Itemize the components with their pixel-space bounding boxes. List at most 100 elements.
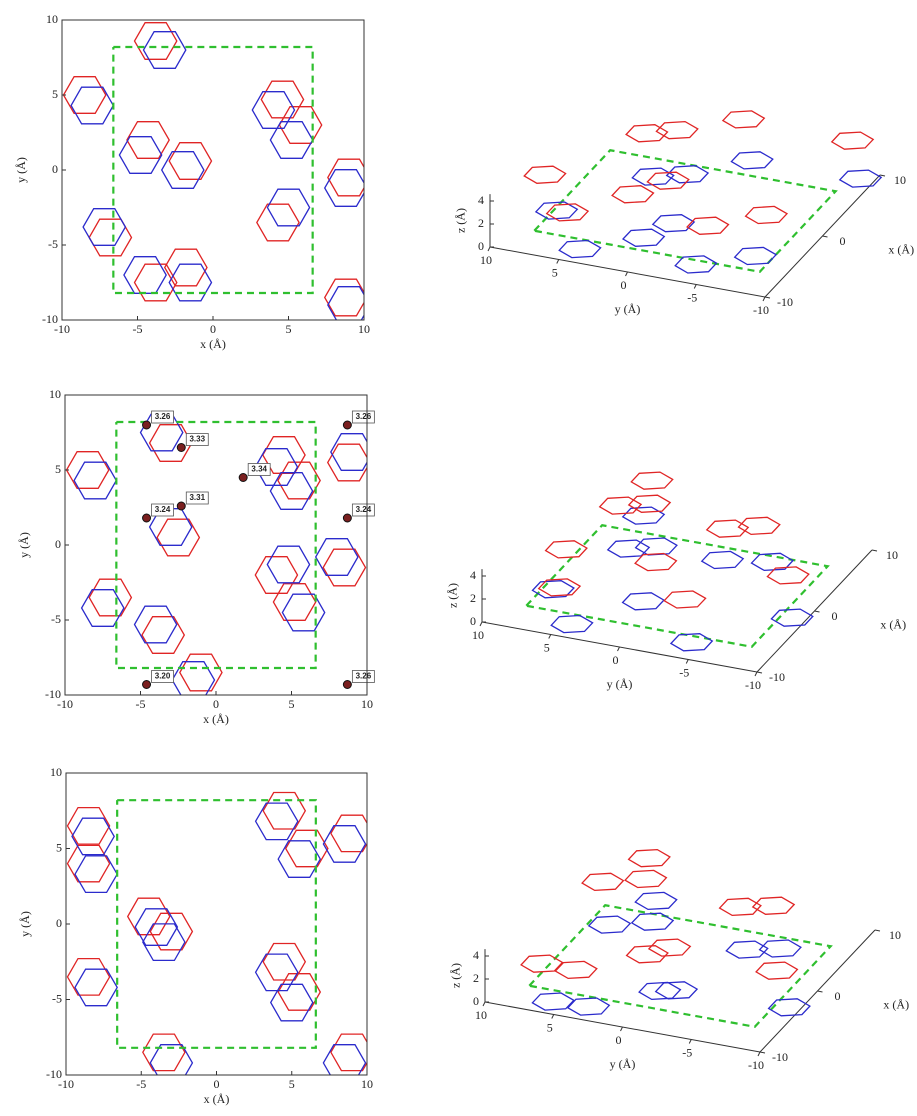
ring (671, 634, 712, 651)
ring (723, 111, 764, 128)
y-tick (483, 1002, 485, 1006)
x-tick-label: -10 (777, 295, 793, 309)
ring (323, 549, 365, 586)
y-tick (488, 247, 490, 251)
ring (626, 125, 667, 142)
x-tick (875, 930, 880, 931)
ring (74, 462, 116, 499)
contact-atom (239, 474, 247, 482)
ring (675, 256, 716, 273)
ring (162, 152, 204, 189)
y-tick-label: 0 (56, 916, 62, 930)
ring (144, 32, 186, 69)
ring (746, 206, 787, 223)
y-tick-label: 0 (621, 278, 627, 292)
ring (263, 944, 305, 981)
y-tick-label: 0 (52, 162, 58, 176)
ring (753, 897, 794, 914)
x-tick (815, 611, 820, 612)
x-tick-label: -5 (133, 322, 143, 336)
y-tick-label: 10 (480, 253, 492, 267)
ring (278, 974, 320, 1011)
ring (256, 803, 298, 840)
contact-label: 3.20 (155, 672, 171, 681)
ring (702, 551, 743, 568)
plot-area (64, 23, 371, 324)
z-tick-label: 2 (470, 591, 476, 605)
ring (282, 594, 324, 631)
y-tick-label: -5 (52, 991, 62, 1005)
ring (627, 946, 668, 963)
y-tick-label: 5 (55, 462, 61, 476)
ring (89, 219, 131, 256)
ring (551, 616, 592, 633)
ring (687, 217, 728, 234)
y-tick-label: 5 (544, 640, 550, 654)
x-axis-label: x (Å) (883, 997, 909, 1011)
ring (135, 264, 177, 301)
ring (278, 462, 320, 499)
ring (328, 444, 370, 481)
ring (600, 497, 641, 514)
y-tick (686, 660, 688, 664)
ring (323, 826, 365, 863)
y-tick-label: -10 (748, 1058, 764, 1072)
z-axis-label: z (Å) (449, 963, 463, 988)
x-tick-label: -10 (772, 1050, 788, 1064)
ring (325, 170, 367, 207)
contact-atom (343, 514, 351, 522)
x-tick-label: 10 (886, 548, 898, 562)
ring (731, 152, 772, 169)
ring (832, 132, 873, 149)
ring (623, 229, 664, 246)
ring (124, 257, 166, 294)
ring (89, 579, 131, 616)
ring (128, 898, 170, 935)
ring (664, 591, 705, 608)
z-axis-label: z (Å) (454, 208, 468, 233)
x-tick-label: 5 (286, 322, 292, 336)
contact-label: 3.33 (189, 435, 205, 444)
ring (756, 962, 797, 979)
y-tick (621, 1027, 623, 1031)
z-tick-label: 0 (470, 614, 476, 628)
y-tick-label: 0 (616, 1033, 622, 1047)
y-tick (549, 635, 551, 639)
contact-label: 3.26 (155, 412, 171, 421)
contact-label: 3.31 (189, 493, 205, 502)
ring (71, 87, 113, 124)
ring (769, 999, 810, 1016)
ring (68, 959, 110, 996)
contact-atom (143, 421, 151, 429)
y-tick-label: -5 (687, 290, 697, 304)
contact-label: 3.26 (356, 412, 372, 421)
y-tick-label: -5 (48, 237, 58, 251)
ring (150, 1045, 192, 1082)
unit-cell (529, 905, 830, 1027)
ring (649, 939, 690, 956)
x-axis-label: x (Å) (204, 1092, 230, 1106)
x-tick-label: 0 (213, 697, 219, 711)
ring (143, 924, 185, 961)
ring (720, 898, 761, 915)
contact-atom (177, 502, 185, 510)
ring (267, 546, 309, 583)
contact-label: 3.24 (155, 505, 171, 514)
y-tick-label: 10 (49, 387, 61, 401)
ring (143, 1034, 185, 1071)
y-tick-label: -10 (45, 687, 61, 701)
ring (256, 954, 298, 991)
ring (629, 495, 670, 512)
ring (271, 984, 313, 1021)
unit-cell (117, 800, 316, 1048)
contact-atom (143, 681, 151, 689)
ring (64, 77, 106, 114)
x-tick-label: 10 (889, 928, 901, 942)
ring (635, 554, 676, 571)
z-tick-label: 0 (478, 239, 484, 253)
y-tick-label: -10 (753, 303, 769, 317)
ring (273, 584, 315, 621)
y-axis-label: y (Å) (14, 157, 28, 183)
y-axis-label: y (Å) (607, 677, 633, 691)
ring (67, 452, 109, 489)
